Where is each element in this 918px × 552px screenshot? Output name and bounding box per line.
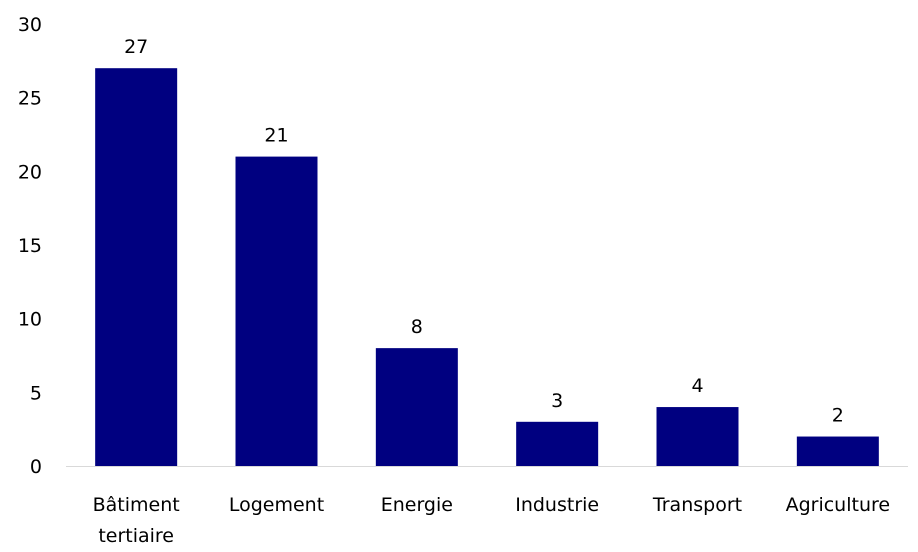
y-tick-label: 20 xyxy=(18,161,42,183)
bar xyxy=(516,421,599,466)
data-label: 4 xyxy=(691,375,703,397)
x-category-label-line: Industrie xyxy=(515,494,599,516)
y-tick-label: 0 xyxy=(30,456,42,478)
x-category-label-line: Energie xyxy=(381,494,453,516)
bar xyxy=(796,436,879,466)
x-category-label-line: tertiaire xyxy=(98,525,174,547)
y-tick-label: 5 xyxy=(30,382,42,404)
data-label: 2 xyxy=(832,405,844,427)
bar xyxy=(375,348,458,466)
y-tick-label: 15 xyxy=(18,235,42,257)
y-tick-label: 30 xyxy=(18,14,42,36)
y-tick-label: 10 xyxy=(18,309,42,331)
bar xyxy=(656,407,739,466)
x-category-label-line: Agriculture xyxy=(786,494,891,516)
x-category-label: Transport xyxy=(652,494,742,516)
data-label: 3 xyxy=(551,390,563,412)
x-category-label-line: Bâtiment xyxy=(93,494,180,516)
data-label: 8 xyxy=(411,316,423,338)
bar xyxy=(95,68,178,466)
x-category-label-line: Logement xyxy=(229,494,324,516)
y-axis-ticks: 0 5 10 15 20 25 30 xyxy=(18,14,42,478)
x-category-label: Logement xyxy=(229,494,324,516)
data-label: 27 xyxy=(124,36,148,58)
x-axis-category-labels: Bâtiment tertiaire Logement Energie Industri… xyxy=(93,494,890,547)
data-label: 21 xyxy=(264,125,288,147)
x-category-label: Energie xyxy=(381,494,453,516)
x-category-label: Agriculture xyxy=(786,494,891,516)
data-labels: 27 21 8 3 4 2 xyxy=(124,36,844,426)
bar xyxy=(235,156,318,466)
bars xyxy=(95,68,879,466)
x-category-label-line: Transport xyxy=(652,494,742,516)
y-tick-label: 25 xyxy=(18,88,42,110)
x-category-label: Industrie xyxy=(515,494,599,516)
x-category-label: Bâtiment tertiaire xyxy=(93,494,180,547)
